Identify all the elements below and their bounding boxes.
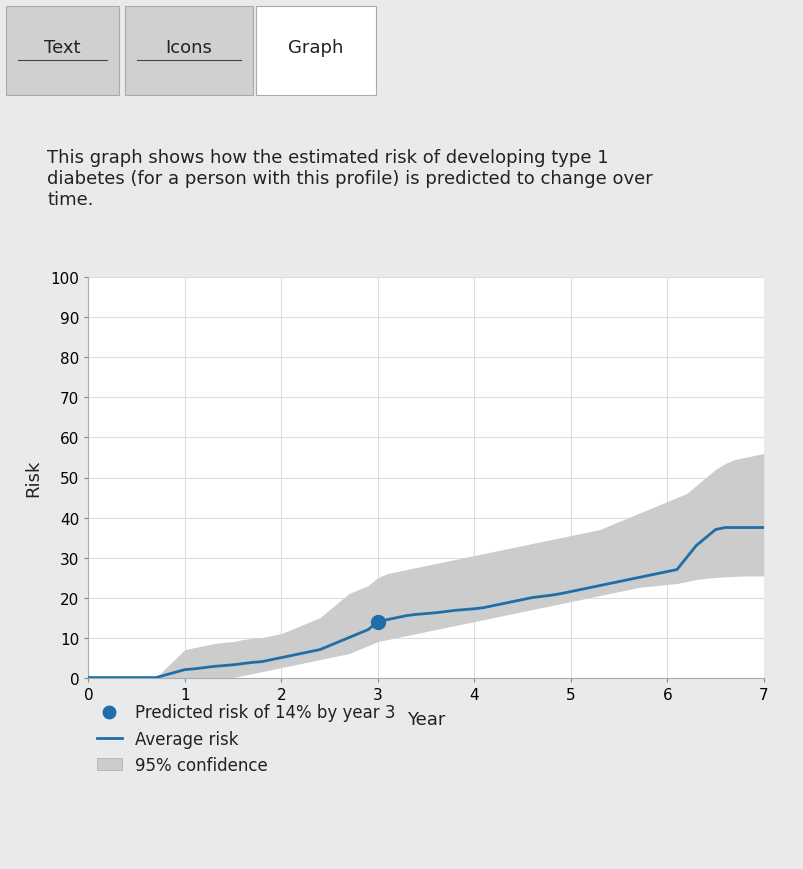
Bar [255,7,376,96]
Bar [124,7,253,96]
Text: Text: Text [44,39,81,56]
Text: Graph: Graph [288,39,343,56]
Bar [6,7,119,96]
Y-axis label: Risk: Risk [24,460,42,496]
Legend: Predicted risk of 14% by year 3, Average risk, 95% confidence: Predicted risk of 14% by year 3, Average… [96,704,395,774]
X-axis label: Year: Year [406,710,445,728]
Text: This graph shows how the estimated risk of developing type 1
diabetes (for a per: This graph shows how the estimated risk … [47,149,652,209]
Text: Icons: Icons [165,39,212,56]
